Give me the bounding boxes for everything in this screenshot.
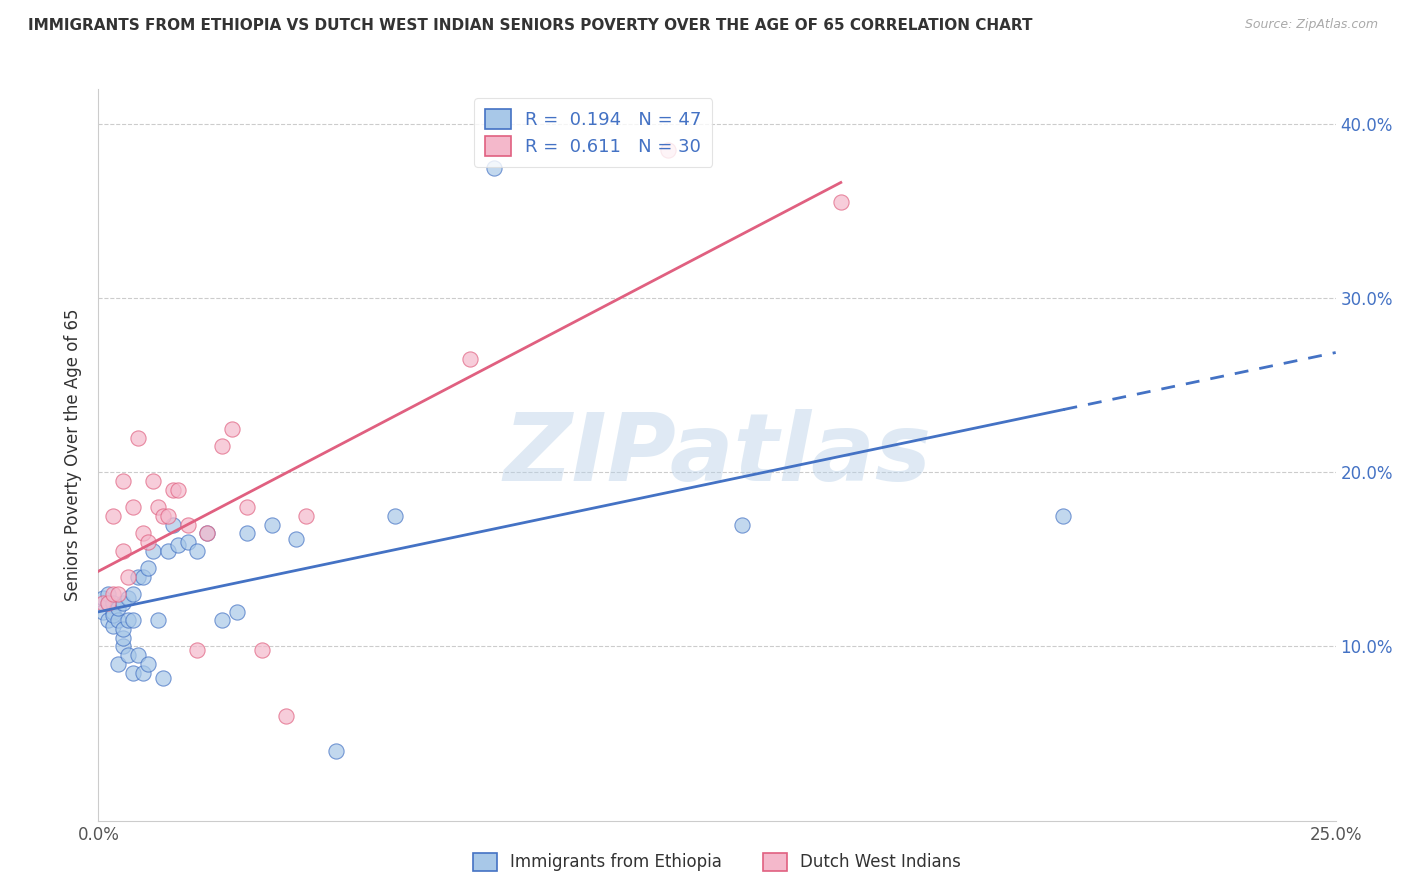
Text: Source: ZipAtlas.com: Source: ZipAtlas.com: [1244, 18, 1378, 31]
Point: [103, 605, 125, 619]
Point: [97, 596, 120, 610]
Point: [1052, 508, 1074, 523]
Point: [260, 517, 283, 532]
Point: [186, 543, 208, 558]
Point: [236, 526, 259, 541]
Point: [156, 543, 179, 558]
Point: [156, 508, 179, 523]
Point: [122, 587, 145, 601]
Point: [136, 561, 159, 575]
Point: [152, 671, 174, 685]
Point: [136, 535, 159, 549]
Point: [103, 508, 125, 523]
Point: [250, 643, 273, 657]
Point: [830, 195, 852, 210]
Point: [285, 532, 308, 546]
Point: [132, 570, 155, 584]
Point: [221, 422, 243, 436]
Point: [136, 657, 159, 671]
Point: [103, 587, 125, 601]
Point: [103, 596, 125, 610]
Point: [117, 591, 139, 605]
Point: [384, 508, 406, 523]
Point: [112, 596, 135, 610]
Point: [93, 596, 115, 610]
Point: [93, 605, 115, 619]
Point: [166, 539, 188, 553]
Point: [146, 500, 169, 515]
Point: [162, 483, 184, 497]
Point: [325, 744, 347, 758]
Point: [103, 608, 125, 623]
Point: [112, 622, 135, 636]
Point: [107, 587, 129, 601]
Point: [142, 474, 165, 488]
Point: [93, 591, 115, 605]
Point: [103, 618, 125, 632]
Point: [458, 352, 481, 367]
Point: [162, 517, 184, 532]
Point: [132, 665, 155, 680]
Point: [127, 648, 149, 663]
Point: [195, 526, 218, 541]
Point: [236, 500, 259, 515]
Point: [186, 643, 208, 657]
Point: [117, 648, 139, 663]
Point: [152, 508, 174, 523]
Point: [97, 587, 120, 601]
Point: [97, 613, 120, 627]
Point: [107, 601, 129, 615]
Point: [176, 535, 198, 549]
Point: [731, 517, 754, 532]
Point: [107, 613, 129, 627]
Point: [112, 631, 135, 645]
Point: [112, 543, 135, 558]
Point: [127, 570, 149, 584]
Legend: Immigrants from Ethiopia, Dutch West Indians: Immigrants from Ethiopia, Dutch West Ind…: [467, 847, 967, 878]
Point: [176, 517, 198, 532]
Point: [117, 613, 139, 627]
Point: [132, 526, 155, 541]
Point: [226, 605, 249, 619]
Point: [657, 143, 679, 157]
Point: [142, 543, 165, 558]
Point: [122, 665, 145, 680]
Point: [112, 474, 135, 488]
Point: [127, 430, 149, 444]
Point: [97, 596, 120, 610]
Text: IMMIGRANTS FROM ETHIOPIA VS DUTCH WEST INDIAN SENIORS POVERTY OVER THE AGE OF 65: IMMIGRANTS FROM ETHIOPIA VS DUTCH WEST I…: [28, 18, 1032, 33]
Point: [195, 526, 218, 541]
Text: ZIPatlas: ZIPatlas: [503, 409, 931, 501]
Y-axis label: Seniors Poverty Over the Age of 65: Seniors Poverty Over the Age of 65: [65, 309, 83, 601]
Point: [146, 613, 169, 627]
Point: [107, 657, 129, 671]
Point: [276, 709, 298, 723]
Point: [166, 483, 188, 497]
Point: [295, 508, 318, 523]
Point: [122, 613, 145, 627]
Point: [211, 439, 233, 453]
Point: [112, 640, 135, 654]
Point: [484, 161, 506, 175]
Point: [211, 613, 233, 627]
Point: [122, 500, 145, 515]
Point: [117, 570, 139, 584]
